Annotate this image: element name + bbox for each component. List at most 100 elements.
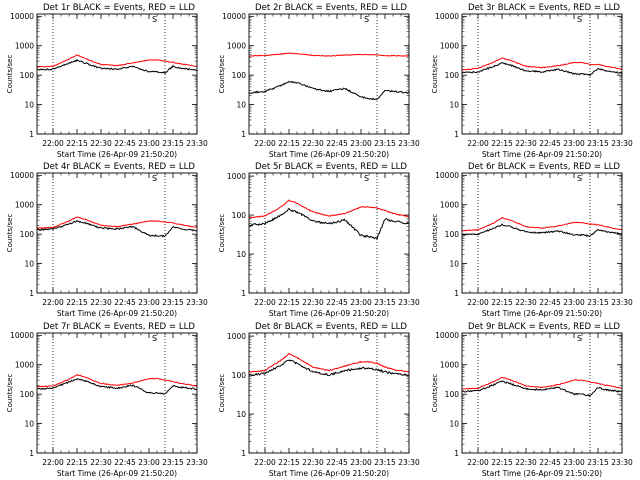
panel-title: Det 7r BLACK = Events, RED = LLD — [43, 322, 195, 332]
x-tick-label: 22:30 — [90, 298, 112, 307]
x-tick-label: 22:00 — [254, 139, 276, 148]
lld-series-line — [36, 54, 198, 68]
saa-marker-label: S — [152, 174, 157, 183]
detector-panel-1: Det 1r BLACK = Events, RED = LLD Counts/s… — [6, 3, 208, 159]
plot-frame — [36, 13, 198, 135]
saa-marker-label: S — [577, 334, 582, 343]
y-tick-label: 1000 — [15, 361, 34, 370]
saa-marker-label: S — [152, 334, 157, 343]
x-tick-label: 22:30 — [90, 139, 112, 148]
lld-series-line — [461, 376, 623, 390]
panel-title: Det 1r BLACK = Events, RED = LLD — [43, 3, 195, 13]
x-tick-label: 23:30 — [611, 298, 633, 307]
y-tick-label: 1 — [29, 289, 34, 298]
x-axis-label: Start Time (26-Apr-09 21:50:20) — [482, 469, 602, 478]
x-axis-label: Start Time (26-Apr-09 21:50:20) — [57, 150, 177, 159]
x-tick-label: 22:30 — [515, 298, 537, 307]
detector-panel-3: Det 3r BLACK = Events, RED = LLD Counts/s… — [431, 3, 633, 159]
x-tick-label: 22:45 — [114, 298, 136, 307]
saa-marker-label: S — [364, 334, 369, 343]
detector-panel-6: Det 6r BLACK = Events, RED = LLD Counts/s… — [431, 162, 633, 318]
events-series-line — [36, 58, 198, 74]
x-tick-label: 22:45 — [539, 298, 561, 307]
x-tick-label: 23:30 — [398, 298, 420, 307]
x-tick-label: 23:30 — [186, 298, 208, 307]
events-series-line — [36, 220, 198, 238]
lld-series-line — [461, 216, 623, 232]
y-tick-label: 10 — [24, 419, 34, 428]
y-tick-label: 1 — [454, 289, 459, 298]
plot-frame — [461, 172, 623, 294]
y-tick-label: 10000 — [222, 12, 246, 21]
x-tick-label: 22:45 — [326, 139, 348, 148]
panel-title: Det 8r BLACK = Events, RED = LLD — [255, 322, 407, 332]
y-axis-label: Counts/sec — [431, 55, 439, 94]
plot-frame — [248, 13, 410, 135]
x-tick-label: 22:00 — [42, 298, 64, 307]
y-tick-label: 1000 — [440, 42, 459, 51]
panel-title: Det 2r BLACK = Events, RED = LLD — [255, 3, 407, 13]
y-tick-label: 10 — [236, 410, 246, 419]
plot-frame — [248, 332, 410, 454]
saa-marker-label: S — [364, 174, 369, 183]
x-tick-label: 22:45 — [539, 458, 561, 467]
x-axis-label: Start Time (26-Apr-09 21:50:20) — [482, 309, 602, 318]
x-tick-label: 22:45 — [114, 139, 136, 148]
x-tick-label: 23:30 — [398, 458, 420, 467]
x-tick-label: 22:00 — [42, 458, 64, 467]
lld-series-line — [248, 199, 410, 219]
x-tick-label: 22:15 — [278, 458, 300, 467]
x-tick-label: 23:15 — [374, 139, 396, 148]
detector-panel-2: Det 2r BLACK = Events, RED = LLD Counts/s… — [218, 3, 420, 159]
x-tick-label: 22:15 — [278, 298, 300, 307]
x-tick-label: 22:15 — [491, 139, 513, 148]
x-tick-label: 23:15 — [374, 458, 396, 467]
x-tick-label: 23:00 — [138, 139, 160, 148]
detector-panel-5: Det 5r BLACK = Events, RED = LLD Counts/s… — [218, 162, 420, 318]
y-tick-label: 1000 — [227, 332, 246, 341]
panel-title: Det 9r BLACK = Events, RED = LLD — [468, 322, 620, 332]
y-tick-label: 10000 — [435, 12, 459, 21]
panel-title: Det 4r BLACK = Events, RED = LLD — [43, 162, 195, 172]
y-tick-label: 10 — [24, 100, 34, 109]
plot-frame — [36, 172, 198, 294]
x-tick-label: 22:15 — [278, 139, 300, 148]
plot-frame — [461, 13, 623, 135]
x-tick-label: 22:45 — [114, 458, 136, 467]
y-tick-label: 100 — [20, 230, 35, 239]
y-tick-label: 1000 — [440, 361, 459, 370]
y-tick-label: 1 — [241, 449, 246, 458]
y-tick-label: 100 — [232, 211, 247, 220]
saa-marker-label: S — [577, 174, 582, 183]
x-tick-label: 23:15 — [162, 139, 184, 148]
x-tick-label: 23:15 — [587, 298, 609, 307]
lld-series-line — [248, 52, 410, 57]
detector-panel-8: Det 8r BLACK = Events, RED = LLD Counts/s… — [218, 322, 420, 478]
y-tick-label: 10000 — [10, 12, 34, 21]
x-tick-label: 22:30 — [302, 298, 324, 307]
events-series-line — [36, 378, 198, 395]
events-series-line — [461, 223, 623, 238]
x-tick-label: 22:45 — [326, 298, 348, 307]
saa-marker-label: S — [152, 15, 157, 24]
y-axis-label: Counts/sec — [218, 374, 226, 413]
y-tick-label: 100 — [445, 71, 460, 80]
y-tick-label: 1 — [454, 449, 459, 458]
x-tick-label: 22:45 — [539, 139, 561, 148]
x-tick-label: 22:00 — [254, 458, 276, 467]
x-tick-label: 22:15 — [491, 458, 513, 467]
saa-marker-label: S — [364, 15, 369, 24]
x-tick-label: 22:15 — [66, 298, 88, 307]
x-axis-label: Start Time (26-Apr-09 21:50:20) — [269, 309, 389, 318]
lld-series-line — [248, 352, 410, 373]
events-series-line — [248, 80, 410, 101]
x-tick-label: 22:30 — [90, 458, 112, 467]
x-axis-label: Start Time (26-Apr-09 21:50:20) — [269, 150, 389, 159]
panel-title: Det 6r BLACK = Events, RED = LLD — [468, 162, 620, 172]
x-axis-label: Start Time (26-Apr-09 21:50:20) — [482, 150, 602, 159]
detector-panel-7: Det 7r BLACK = Events, RED = LLD Counts/s… — [6, 322, 208, 478]
y-tick-label: 10 — [236, 250, 246, 259]
x-tick-label: 23:15 — [374, 298, 396, 307]
x-tick-label: 23:00 — [350, 139, 372, 148]
